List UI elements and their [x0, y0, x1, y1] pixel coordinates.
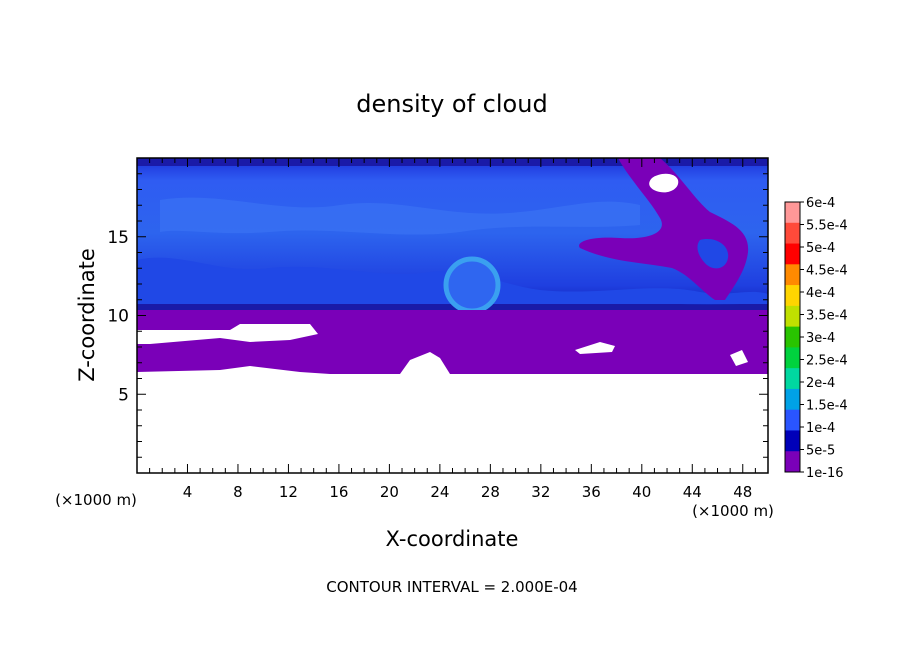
x-tick-label: 48 [733, 483, 752, 501]
plume-inner-blue [697, 239, 729, 269]
colorbar-swatch [785, 202, 800, 224]
clear-gap-4 [575, 342, 615, 354]
x-tick-label: 16 [329, 483, 348, 501]
colorbar-label: 5.5e-4 [806, 219, 848, 234]
colorbar-swatch [785, 243, 800, 265]
colorbar: 6e-4 5.5e-4 5e-4 4.5e-4 4e-4 3.5e-4 3e-4 2.5e-4… [784, 196, 848, 481]
clear-gap-5 [730, 350, 748, 366]
colorbar-swatch [785, 368, 800, 390]
purple-lower-band [137, 310, 768, 374]
x-axis-label: X-coordinate [386, 527, 519, 551]
colorbar-swatch [785, 409, 800, 431]
clear-gap-3 [400, 352, 450, 374]
x-tick-label: 12 [279, 483, 298, 501]
plume-clear-patch [649, 173, 679, 193]
clear-gap-1 [137, 324, 318, 344]
y-axis-label: Z-coordinate [75, 248, 99, 382]
purple-plume [579, 158, 749, 300]
colorbar-swatch [785, 430, 800, 452]
y-tick-label: 15 [107, 228, 129, 248]
colorbar-label: 4e-4 [806, 286, 835, 301]
x-tick-label: 8 [233, 483, 243, 501]
x-tick-label: 4 [183, 483, 193, 501]
x-unit-right: (×1000 m) [692, 502, 774, 520]
cloud-feature-upper [160, 197, 640, 235]
colorbar-swatch [785, 264, 800, 286]
x-tick-label: 44 [683, 483, 702, 501]
colorbar-label: 1e-16 [806, 466, 844, 481]
y-axis-ticks [137, 173, 768, 458]
contour-interval-note: CONTOUR INTERVAL = 2.000E-04 [326, 578, 577, 596]
x-tick-label: 20 [380, 483, 399, 501]
colorbar-label: 3e-4 [806, 331, 835, 346]
x-tick-label: 24 [430, 483, 449, 501]
x-tick-label: 28 [481, 483, 500, 501]
x-unit-left: (×1000 m) [55, 491, 137, 509]
colorbar-label: 1.5e-4 [806, 399, 848, 414]
colorbar-swatch [785, 285, 800, 307]
colorbar-swatch [785, 326, 800, 348]
plot-area [137, 158, 768, 473]
y-tick-label: 10 [107, 307, 129, 327]
colorbar-swatch [785, 451, 800, 473]
chart-title: density of cloud [356, 90, 547, 118]
colorbar-swatch [785, 222, 800, 245]
x-tick-label: 36 [582, 483, 601, 501]
colorbar-label: 2e-4 [806, 376, 835, 391]
clear-gap-2 [137, 366, 330, 374]
colorbar-label: 3.5e-4 [806, 309, 848, 324]
y-tick-label: 5 [118, 385, 129, 405]
x-axis-ticks [149, 158, 756, 473]
colorbar-label: 1e-4 [806, 421, 835, 436]
x-tick-label: 32 [531, 483, 550, 501]
colorbar-label: 4.5e-4 [806, 264, 848, 279]
colorbar-label: 6e-4 [806, 196, 835, 211]
y-axis-tick-labels: 5 10 15 [107, 228, 129, 406]
colorbar-swatch [785, 347, 800, 369]
colorbar-label: 5e-5 [806, 444, 835, 459]
convective-bubble [443, 256, 501, 314]
colorbar-swatch [785, 388, 800, 411]
x-tick-label: 40 [632, 483, 651, 501]
colorbar-label: 5e-4 [806, 241, 835, 256]
x-axis-tick-labels: 4 8 12 16 20 24 28 32 36 40 44 48 [183, 483, 753, 501]
colorbar-swatch [785, 305, 800, 328]
colorbar-label: 2.5e-4 [806, 354, 848, 369]
